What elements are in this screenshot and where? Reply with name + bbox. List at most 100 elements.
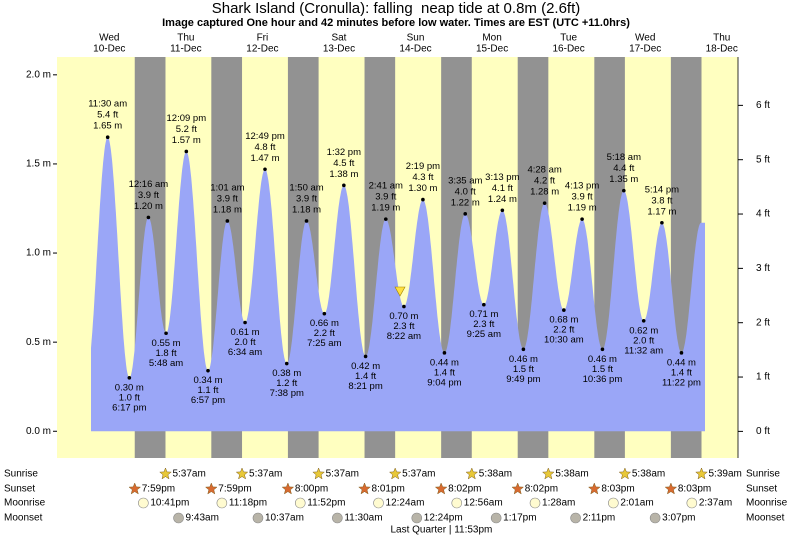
sun-icon: [664, 482, 678, 495]
row-label: Sunset: [746, 484, 777, 495]
tide-point: [580, 217, 584, 221]
tide-label: 0.68 m: [549, 315, 578, 326]
tide-label: 3:13 pm: [485, 172, 519, 183]
tide-label: 1:01 am: [210, 182, 244, 193]
row-time: 12:56am: [464, 498, 503, 509]
moon-phase: Last Quarter | 11:53pm: [390, 525, 492, 536]
tide-point: [521, 347, 526, 352]
sun-icon: [587, 482, 601, 495]
tide-label: 5:14 pm: [645, 184, 679, 195]
row-time: 8:01pm: [372, 484, 405, 495]
tide-label: 4:13 pm: [565, 181, 599, 192]
current-tide-marker: [394, 286, 406, 297]
tide-label: 1.4 ft: [355, 371, 376, 382]
row-time: 5:37am: [249, 469, 282, 480]
tide-point: [146, 215, 151, 220]
row-time: 5:38am: [479, 469, 512, 480]
tide-point: [206, 368, 210, 373]
tide-point: [342, 183, 346, 188]
tide-point: [442, 351, 447, 355]
sun-icon: [159, 467, 172, 480]
tide-point: [542, 201, 547, 205]
day-date: 13-Dec: [323, 44, 355, 55]
moon-icon: [216, 497, 228, 509]
tide-label: 10:30 am: [544, 335, 584, 346]
tide-point: [164, 331, 168, 336]
sun-icon: [281, 482, 295, 495]
y2-tick-label: 0 ft: [756, 426, 770, 437]
tide-point: [284, 361, 289, 366]
tide-point: [322, 311, 327, 316]
chart-title: Shark Island (Cronulla): falling neap ti…: [212, 0, 581, 17]
tide-label: 1.1 ft: [197, 385, 218, 396]
row-time: 5:39am: [709, 469, 742, 480]
tide-point: [105, 135, 110, 139]
tide-label: 1.19 m: [371, 203, 400, 214]
tide-point: [500, 208, 505, 213]
row-time: 10:37am: [265, 513, 304, 524]
row-label: Sunrise: [746, 469, 780, 480]
tide-label: 3.9 ft: [572, 192, 593, 203]
tide-label: 0.55 m: [152, 338, 181, 349]
row-label: Moonrise: [746, 498, 788, 509]
day-date: 15-Dec: [476, 44, 508, 55]
y2-tick-label: 3 ft: [756, 263, 770, 274]
row-time: 5:37am: [402, 469, 435, 480]
tide-label: 1.4 ft: [434, 367, 455, 378]
sun-icon: [388, 467, 402, 480]
tide-label: 0.70 m: [389, 311, 418, 322]
tide-label: 9:25 am: [467, 329, 501, 340]
y2-tick-label: 2 ft: [756, 317, 770, 328]
tide-label: 4.3 ft: [412, 172, 433, 183]
tide-label: 8:21 pm: [348, 381, 382, 392]
tide-label: 1.5 ft: [592, 364, 613, 375]
day-date: 17-Dec: [629, 44, 661, 55]
tide-point: [243, 320, 247, 325]
tide-label: 0.71 m: [469, 309, 498, 320]
tide-point: [383, 217, 388, 221]
tide-label: 1.28 m: [530, 187, 559, 198]
tide-label: 2.3 ft: [473, 319, 494, 330]
moon-icon: [608, 497, 619, 509]
moon-icon: [173, 512, 184, 524]
row-label: Sunrise: [4, 469, 38, 480]
tide-label: 6:17 pm: [112, 402, 146, 413]
row-time: 5:38am: [632, 469, 665, 480]
tide-label: 1.19 m: [568, 203, 597, 214]
day-date: 16-Dec: [553, 44, 585, 55]
tide-point: [679, 351, 684, 355]
tide-point: [463, 212, 468, 216]
moon-icon: [373, 497, 384, 509]
tide-label: 1.57 m: [172, 135, 201, 146]
tide-label: 1.24 m: [488, 194, 517, 205]
tide-label: 12:49 pm: [245, 131, 285, 142]
tide-label: 1.0 ft: [119, 392, 140, 403]
row-time: 3:07pm: [662, 513, 695, 524]
moon-icon: [252, 512, 264, 524]
tide-label: 1.65 m: [93, 121, 122, 132]
row-time: 8:02pm: [525, 484, 558, 495]
tide-label: 1.18 m: [213, 204, 242, 215]
day-name: Thu: [713, 33, 730, 44]
tide-label: 1:50 am: [289, 182, 323, 193]
tide-label: 7:25 am: [307, 338, 341, 349]
tide-label: 1.8 ft: [155, 348, 176, 359]
tide-label: 6:57 pm: [191, 395, 225, 406]
tide-label: 11:22 pm: [662, 377, 701, 388]
tide-label: 3.9 ft: [375, 192, 396, 203]
tide-label: 11:30 am: [88, 99, 127, 110]
tide-point: [304, 219, 309, 223]
day-date: 11-Dec: [170, 44, 202, 55]
day-name: Wed: [635, 33, 655, 44]
tide-label: 4.5 ft: [333, 158, 354, 169]
row-time: 2:01am: [620, 498, 653, 509]
tide-label: 0.61 m: [231, 327, 260, 338]
sun-icon: [434, 482, 448, 495]
sun-icon: [204, 482, 218, 495]
row-label: Moonset: [746, 513, 785, 524]
sun-icon: [511, 482, 525, 495]
day-name: Mon: [482, 33, 501, 44]
row-time: 7:59pm: [142, 484, 175, 495]
tide-point: [225, 219, 230, 223]
tide-label: 1.4 ft: [671, 367, 692, 378]
